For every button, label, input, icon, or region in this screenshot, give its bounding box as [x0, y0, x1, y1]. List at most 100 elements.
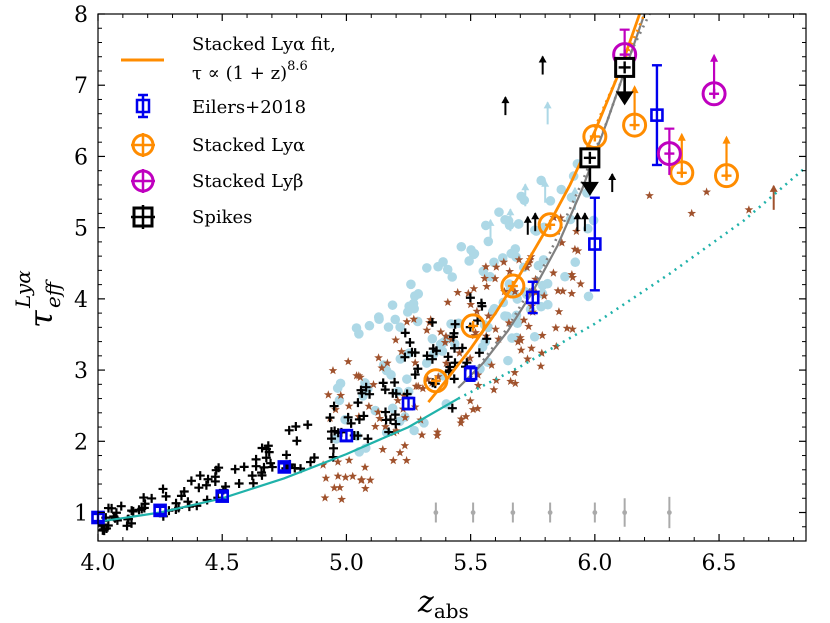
star-point [487, 360, 496, 369]
star-point [361, 483, 370, 493]
star-point [360, 462, 370, 471]
star-point [400, 441, 410, 450]
star-point [567, 289, 577, 298]
star-point [333, 457, 343, 466]
lightblue-limit-arrow-head [521, 183, 530, 191]
star-point [539, 291, 549, 300]
y-tick-label: 3 [74, 359, 88, 384]
star-point [473, 370, 483, 379]
plus-point [107, 503, 117, 513]
plus-point [390, 410, 400, 420]
star-point [343, 357, 353, 366]
spikes-limit-head [615, 91, 634, 106]
lightblue-point [383, 322, 394, 332]
stacked-lya-point [423, 368, 449, 394]
plus-point [474, 348, 484, 358]
eilers-point [650, 108, 664, 122]
plus-point [261, 453, 271, 463]
legend-stacked-lya-label: Stacked Lyα [192, 135, 305, 156]
stacked-lya-limit-head [722, 135, 731, 144]
star-point [321, 473, 331, 482]
plus-point [257, 443, 267, 453]
y-tick-label: 2 [74, 430, 88, 455]
star-point [455, 348, 464, 357]
eilers-point [277, 460, 292, 474]
star-point [557, 238, 567, 247]
lightblue-point [363, 383, 373, 394]
lightblue-point [437, 346, 448, 356]
plus-point [161, 491, 171, 501]
typical-errorbar-dot [433, 510, 439, 515]
star-point [506, 376, 515, 386]
plus-point [445, 362, 455, 372]
plus-point [127, 506, 137, 516]
lightblue-point [566, 192, 577, 203]
stacked-lya-point [460, 313, 486, 339]
star-point [524, 321, 534, 331]
plus-point [353, 398, 363, 408]
star-point [702, 187, 711, 196]
black-limit-arrow-head [608, 173, 617, 181]
star-point [567, 270, 577, 279]
plot-frame [97, 13, 807, 542]
stacked-lyb-limit-head [710, 53, 719, 62]
legend-fit-line2: τ ∝ (1 + z)8.6 [192, 59, 308, 84]
eilers-point [339, 428, 354, 443]
lightblue-limit-arrow-head [541, 179, 550, 187]
star-point [400, 413, 410, 422]
plus-point [365, 389, 375, 399]
plus-point [400, 352, 410, 362]
star-point [480, 273, 489, 283]
star-point [318, 460, 328, 469]
star-point [494, 334, 504, 343]
plus-point [264, 447, 274, 457]
star-point [328, 366, 338, 375]
plus-point [116, 501, 126, 511]
star-point [556, 213, 566, 222]
plus-point [194, 483, 204, 493]
plus-point [139, 503, 149, 513]
star-point [492, 262, 501, 271]
lightblue-limit-arrow-head [570, 186, 579, 194]
lightblue-point [560, 271, 570, 282]
plus-point [247, 471, 257, 481]
star-point [432, 431, 442, 440]
eilers-point [153, 503, 167, 518]
star-point [395, 448, 405, 457]
star-point [491, 324, 500, 333]
star-point [516, 345, 526, 354]
lightblue-point [406, 279, 416, 290]
plus-point [329, 401, 339, 411]
legend-stacked-lyb-label: Stacked Lyβ [192, 171, 303, 192]
plus-point [158, 484, 168, 494]
legend-eilers-label: Eilers+2018 [192, 97, 306, 118]
lightblue-point [387, 300, 398, 310]
star-point [344, 455, 354, 464]
star-point [433, 372, 443, 381]
lightblue-point [503, 355, 513, 366]
star-point [510, 287, 520, 296]
star-point [489, 385, 499, 394]
stacked-lya-point [622, 112, 648, 138]
lightblue-point [483, 236, 494, 247]
stacked-lyb-point [656, 141, 682, 167]
star-point [441, 358, 451, 368]
stacked-lyb-point [701, 81, 727, 107]
star-point [393, 396, 403, 405]
star-point [484, 311, 493, 320]
star-point [441, 331, 451, 341]
lightblue-point [583, 291, 594, 302]
star-point [482, 281, 492, 291]
star-point [397, 347, 406, 356]
legend-spikes-label: Spikes [192, 207, 252, 228]
y-tick-label: 5 [74, 217, 88, 242]
lightblue-point [433, 261, 443, 272]
star-point [440, 337, 450, 347]
lightblue-point [354, 328, 364, 339]
y-tick-label: 6 [74, 145, 88, 170]
lightblue-point [386, 370, 396, 380]
plus-point [306, 457, 316, 467]
star-point [426, 315, 436, 324]
lightblue-point [456, 241, 467, 252]
